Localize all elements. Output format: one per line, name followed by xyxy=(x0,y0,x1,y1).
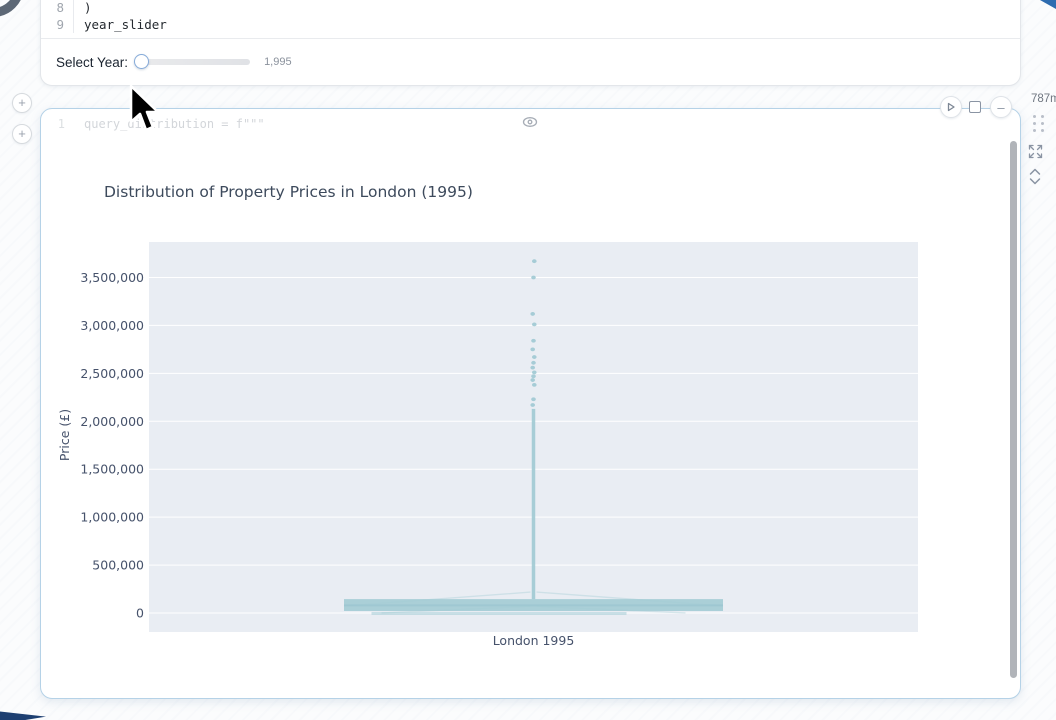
play-icon xyxy=(947,102,955,112)
runtime-badge: 787ms xyxy=(1031,93,1056,105)
slider-thumb[interactable] xyxy=(134,54,150,69)
svg-text:Distribution of Property Price: Distribution of Property Prices in Londo… xyxy=(104,183,473,201)
expand-output-chevrons-icon[interactable] xyxy=(1028,166,1042,187)
minus-icon: – xyxy=(997,99,1005,115)
cell-output: Select Year: 1,995 xyxy=(41,38,1020,85)
svg-text:Price (£): Price (£) xyxy=(57,409,72,461)
svg-text:3,000,000: 3,000,000 xyxy=(80,318,144,333)
slider-value: 1,995 xyxy=(264,56,292,68)
cell-year-slider: 8 ) 9 year_slider Select Year: 1,995 xyxy=(40,0,1021,86)
line-number: 9 xyxy=(41,16,74,33)
code-text: ) xyxy=(84,0,92,15)
svg-text:500,000: 500,000 xyxy=(92,558,144,573)
code-text: query_distribution = f""" xyxy=(84,117,265,131)
code-line: 8 ) xyxy=(41,0,1020,16)
code-text: year_slider xyxy=(84,17,167,32)
line-number: 1 xyxy=(57,117,65,131)
stop-button[interactable] xyxy=(969,101,981,113)
svg-text:1,000,000: 1,000,000 xyxy=(80,510,144,525)
slider-track[interactable] xyxy=(138,59,251,65)
svg-text:0: 0 xyxy=(136,606,144,621)
code-line: 9 year_slider xyxy=(41,16,1020,33)
year-slider[interactable] xyxy=(134,54,251,70)
line-number: 8 xyxy=(41,0,74,16)
expand-fullscreen-icon[interactable] xyxy=(1027,143,1044,160)
corner-artifact-top-right xyxy=(1040,0,1056,9)
drag-handle-icon[interactable] xyxy=(1033,115,1044,132)
cell-chart: 1 query_distribution = f""" 0 500,000 1,00… xyxy=(40,108,1021,699)
price-distribution-chart: 0 500,000 1,000,000 1,500,000 2,000,000 2,500… xyxy=(57,183,918,648)
mouse-cursor xyxy=(129,84,160,132)
run-cell-button[interactable] xyxy=(940,96,962,118)
svg-text:2,000,000: 2,000,000 xyxy=(80,414,144,429)
svg-text:2,500,000: 2,500,000 xyxy=(80,366,144,381)
cell-scrollbar[interactable] xyxy=(1010,141,1017,678)
eye-icon[interactable] xyxy=(521,113,539,131)
code-editor[interactable]: 8 ) 9 year_slider xyxy=(41,0,1020,38)
corner-artifact-bottom-left xyxy=(0,711,46,720)
slider-label: Select Year: xyxy=(56,54,129,70)
svg-text:London 1995: London 1995 xyxy=(493,633,575,648)
add-cell-below-button[interactable]: + xyxy=(12,124,32,144)
window-corner-artifact xyxy=(0,0,24,17)
add-cell-above-button[interactable]: + xyxy=(12,93,32,113)
collapse-cell-button[interactable]: – xyxy=(990,96,1012,118)
svg-text:3,500,000: 3,500,000 xyxy=(80,270,144,285)
svg-text:1,500,000: 1,500,000 xyxy=(80,462,144,477)
